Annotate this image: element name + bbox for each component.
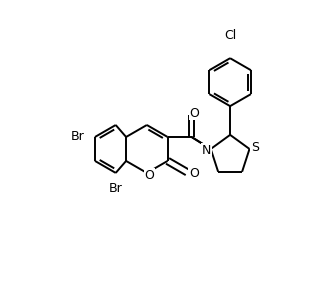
Text: Cl: Cl	[224, 29, 236, 42]
Text: Br: Br	[108, 183, 122, 196]
Text: O: O	[144, 169, 154, 182]
Text: O: O	[189, 106, 199, 119]
Text: Br: Br	[71, 130, 85, 142]
Text: N: N	[202, 144, 211, 157]
Text: O: O	[189, 167, 199, 180]
Text: S: S	[251, 141, 259, 154]
